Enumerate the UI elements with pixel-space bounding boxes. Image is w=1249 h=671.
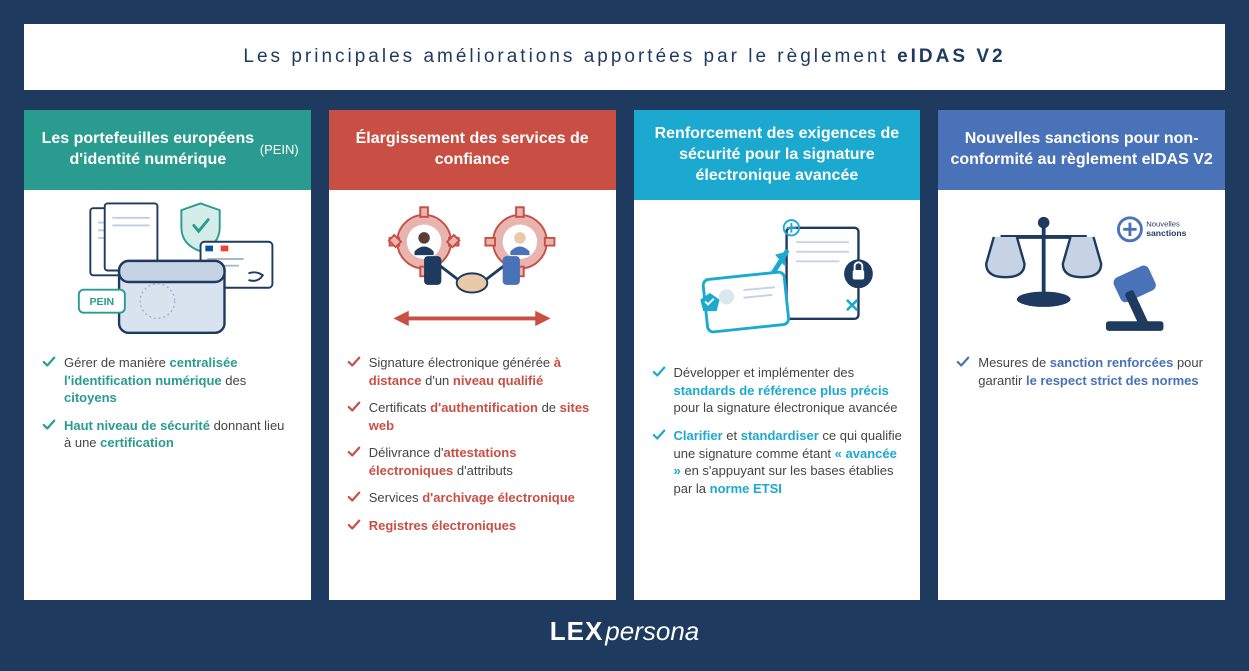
list-item: Gérer de manière centralisée l'identific… [42,354,293,407]
card-header: Les portefeuilles européens d'identité n… [24,110,311,190]
item-text: Délivrance d'attestations électroniques … [369,444,598,479]
item-text: Haut niveau de sécurité donnant lieu à u… [64,417,293,452]
check-icon [42,355,56,369]
item-text: Signature électronique générée à distanc… [369,354,598,389]
bullet-list: Développer et implémenter des standards … [652,364,903,497]
check-icon [956,355,970,369]
check-icon [347,490,361,504]
item-text: Gérer de manière centralisée l'identific… [64,354,293,407]
list-item: Clarifier et standardiser ce qui qualifi… [652,427,903,497]
page-title: Les principales améliorations apportées … [44,46,1205,68]
card-header: Élargissement des services de confiance [329,110,616,190]
title-bold: eIDAS V2 [897,46,1005,67]
list-item: Certificats d'authentification de sites … [347,399,598,434]
logo-light: persona [605,616,699,647]
bullet-list: Signature électronique générée à distanc… [347,354,598,534]
card-header: Renforcement des exigences de sécurité p… [634,110,921,200]
illustration-wallet: PEIN [24,190,311,350]
list-item: Haut niveau de sécurité donnant lieu à u… [42,417,293,452]
cards-row: Les portefeuilles européens d'identité n… [24,110,1225,600]
footer-logo: LEXpersona [550,616,700,647]
handshake-icon [357,198,587,343]
pein-badge-text: PEIN [90,296,115,308]
card-sanctions: Nouvelles sanctions pour non-conformité … [938,110,1225,600]
card-pein: Les portefeuilles européens d'identité n… [24,110,311,600]
illustration-justice: Nouvelles sanctions [938,190,1225,350]
check-icon [347,518,361,532]
check-icon [42,418,56,432]
check-icon [347,355,361,369]
check-icon [652,365,666,379]
card-body: Développer et implémenter des standards … [634,360,921,600]
item-text: Mesures de sanction renforcées pour gara… [978,354,1207,389]
signature-icon: ✕ [662,208,892,353]
item-text: Développer et implémenter des standards … [674,364,903,417]
card-body: Signature électronique générée à distanc… [329,350,616,600]
card-header: Nouvelles sanctions pour non-conformité … [938,110,1225,190]
title-bar: Les principales améliorations apportées … [24,24,1225,90]
list-item: Services d'archivage électronique [347,489,598,507]
svg-text:sanctions: sanctions [1146,228,1186,238]
item-text: Certificats d'authentification de sites … [369,399,598,434]
svg-text:✕: ✕ [844,296,860,317]
check-icon [347,445,361,459]
item-text: Clarifier et standardiser ce qui qualifi… [674,427,903,497]
card-security: Renforcement des exigences de sécurité p… [634,110,921,600]
card-body: Mesures de sanction renforcées pour gara… [938,350,1225,600]
wallet-icon: PEIN [52,198,282,343]
justice-icon: Nouvelles sanctions [967,198,1197,343]
bullet-list: Gérer de manière centralisée l'identific… [42,354,293,452]
list-item: Mesures de sanction renforcées pour gara… [956,354,1207,389]
list-item: Délivrance d'attestations électroniques … [347,444,598,479]
illustration-handshake [329,190,616,350]
list-item: Signature électronique générée à distanc… [347,354,598,389]
item-text: Services d'archivage électronique [369,489,575,507]
title-text: Les principales améliorations apportées … [243,46,897,67]
footer: LEXpersona [24,600,1225,647]
check-icon [652,428,666,442]
list-item: Développer et implémenter des standards … [652,364,903,417]
illustration-signature: ✕ [634,200,921,360]
check-icon [347,400,361,414]
bullet-list: Mesures de sanction renforcées pour gara… [956,354,1207,389]
item-text: Registres électroniques [369,517,516,535]
logo-bold: LEX [550,616,604,647]
card-trust-services: Élargissement des services de confiance [329,110,616,600]
list-item: Registres électroniques [347,517,598,535]
card-body: Gérer de manière centralisée l'identific… [24,350,311,600]
